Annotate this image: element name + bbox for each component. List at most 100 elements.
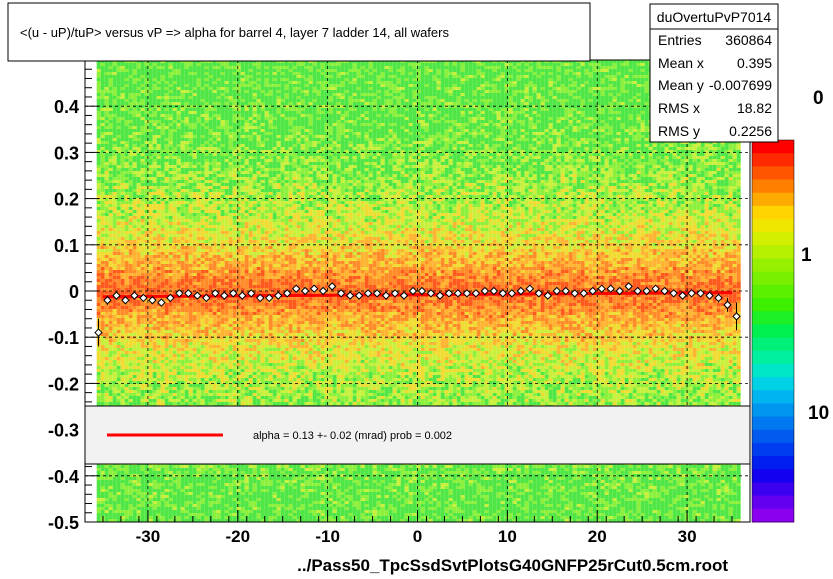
heatmap-cell	[121, 273, 125, 276]
heatmap-cell	[201, 147, 205, 150]
heatmap-cell	[217, 396, 221, 399]
heatmap-cell	[205, 126, 209, 129]
heatmap-cell	[149, 222, 153, 225]
heatmap-cell	[205, 465, 209, 468]
heatmap-cell	[213, 87, 217, 90]
heatmap-cell	[185, 276, 189, 279]
heatmap-cell	[125, 75, 129, 78]
heatmap-cell	[149, 192, 153, 195]
heatmap-cell	[185, 219, 189, 222]
heatmap-cell	[133, 186, 137, 189]
heatmap-cell	[97, 348, 101, 351]
heatmap-cell	[109, 234, 113, 237]
heatmap-cell	[161, 291, 165, 294]
heatmap-cell	[217, 138, 221, 141]
heatmap-cell	[177, 477, 181, 480]
heatmap-cell	[97, 312, 101, 315]
heatmap-cell	[157, 390, 161, 393]
heatmap-cell	[117, 498, 121, 501]
heatmap-cell	[105, 321, 109, 324]
heatmap-cell	[201, 210, 205, 213]
heatmap-cell	[137, 393, 141, 396]
heatmap-cell	[101, 213, 105, 216]
heatmap-cell	[205, 114, 209, 117]
heatmap-cell	[177, 258, 181, 261]
heatmap-cell	[217, 258, 221, 261]
heatmap-cell	[153, 279, 157, 282]
heatmap-cell	[153, 69, 157, 72]
heatmap-cell	[201, 75, 205, 78]
heatmap-cell	[113, 81, 117, 84]
heatmap-cell	[213, 477, 217, 480]
heatmap-cell	[157, 183, 161, 186]
heatmap-cell	[101, 96, 105, 99]
heatmap-cell	[113, 489, 117, 492]
heatmap-cell	[181, 285, 185, 288]
heatmap-cell	[121, 210, 125, 213]
heatmap-cell	[157, 357, 161, 360]
heatmap-cell	[149, 225, 153, 228]
heatmap-cell	[125, 357, 129, 360]
heatmap-cell	[105, 333, 109, 336]
heatmap-cell	[125, 117, 129, 120]
heatmap-cell	[193, 246, 197, 249]
heatmap-cell	[113, 90, 117, 93]
heatmap-cell	[153, 351, 157, 354]
heatmap-cell	[117, 69, 121, 72]
heatmap-cell	[157, 66, 161, 69]
heatmap-cell	[209, 132, 213, 135]
heatmap-cell	[221, 270, 225, 273]
heatmap-cell	[217, 195, 221, 198]
heatmap-cell	[137, 471, 141, 474]
heatmap-cell	[149, 75, 153, 78]
heatmap-cell	[117, 186, 121, 189]
heatmap-cell	[105, 210, 109, 213]
heatmap-cell	[157, 78, 161, 81]
heatmap-cell	[97, 273, 101, 276]
heatmap-cell	[113, 195, 117, 198]
heatmap-cell	[141, 327, 145, 330]
heatmap-cell	[165, 93, 169, 96]
heatmap-cell	[185, 159, 189, 162]
heatmap-cell	[189, 213, 193, 216]
heatmap-cell	[105, 72, 109, 75]
heatmap-cell	[105, 183, 109, 186]
heatmap-cell	[205, 231, 209, 234]
heatmap-cell	[197, 504, 201, 507]
heatmap-cell	[161, 516, 165, 519]
heatmap-cell	[133, 195, 137, 198]
heatmap-cell	[105, 318, 109, 321]
heatmap-cell	[129, 270, 133, 273]
heatmap-cell	[97, 186, 101, 189]
heatmap-cell	[117, 327, 121, 330]
heatmap-cell	[217, 159, 221, 162]
heatmap-cell	[205, 81, 209, 84]
heatmap-cell	[141, 210, 145, 213]
heatmap-cell	[157, 156, 161, 159]
heatmap-cell	[217, 276, 221, 279]
heatmap-cell	[105, 159, 109, 162]
heatmap-cell	[169, 492, 173, 495]
heatmap-cell	[97, 285, 101, 288]
heatmap-cell	[133, 216, 137, 219]
heatmap-cell	[165, 63, 169, 66]
heatmap-cell	[165, 504, 169, 507]
heatmap-cell	[161, 72, 165, 75]
heatmap-cell	[157, 129, 161, 132]
heatmap-cell	[181, 498, 185, 501]
heatmap-cell	[113, 279, 117, 282]
heatmap-cell	[149, 90, 153, 93]
heatmap-cell	[213, 174, 217, 177]
heatmap-cell	[205, 387, 209, 390]
heatmap-cell	[125, 348, 129, 351]
heatmap-cell	[137, 240, 141, 243]
heatmap-cell	[185, 174, 189, 177]
heatmap-cell	[157, 480, 161, 483]
heatmap-cell	[201, 360, 205, 363]
heatmap-cell	[157, 117, 161, 120]
heatmap-cell	[141, 303, 145, 306]
heatmap-cell	[105, 483, 109, 486]
heatmap-cell	[193, 315, 197, 318]
heatmap-cell	[133, 324, 137, 327]
heatmap-cell	[105, 246, 109, 249]
